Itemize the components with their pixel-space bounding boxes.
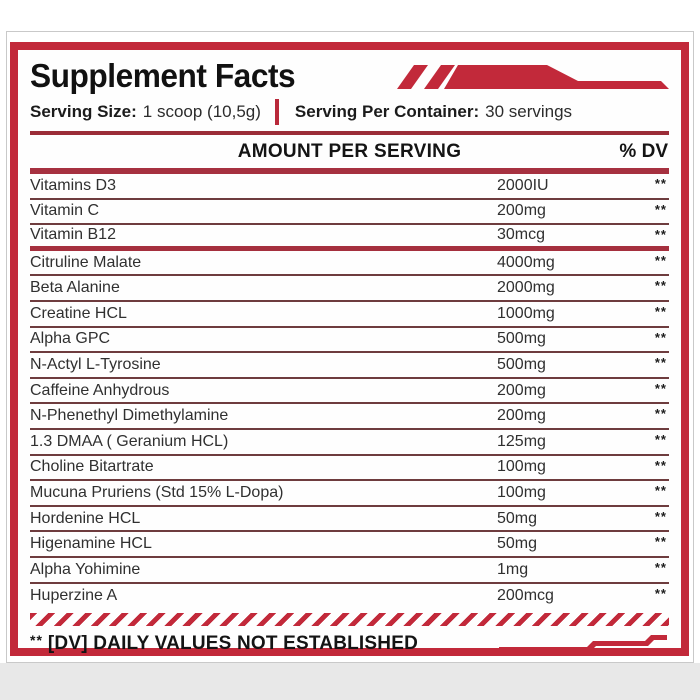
table-row: N-Actyl L-Tyrosine 500mg ** [30, 353, 669, 379]
table-row: Citruline Malate 4000mg ** [30, 251, 669, 277]
ingredient-name: Caffeine Anhydrous [30, 381, 170, 399]
ingredient-amount: 1000mg [497, 304, 555, 322]
footer-row: ** [DV] DAILY VALUES NOT ESTABLISHED [30, 628, 669, 660]
ingredient-amount: 50mg [497, 509, 538, 527]
page-title: Supplement Facts [30, 57, 296, 94]
ingredient-name: N-Phenethyl Dimethylamine [30, 407, 229, 425]
ingredient-dv-asterisks: ** [654, 201, 667, 217]
ingredient-amount: 100mg [497, 458, 546, 476]
table-row: Vitamin B12 30mcg ** [30, 225, 669, 251]
ingredient-amount: 200mg [497, 407, 546, 425]
hazard-stripes-divider [30, 613, 669, 627]
ingredient-amount: 1mg [497, 560, 529, 578]
table-row: Higenamine HCL 50mg ** [30, 532, 669, 558]
header-rule [30, 131, 669, 135]
staircase-bar-icon [499, 635, 667, 653]
ingredient-dv-asterisks: ** [654, 278, 667, 294]
table-row: 1.3 DMAA ( Geranium HCL) 125mg ** [30, 430, 669, 456]
serving-info-row: Serving Size: 1 scoop (10,5g) Serving Pe… [30, 98, 669, 126]
ingredient-name: Alpha GPC [30, 330, 111, 348]
amount-per-serving-header: AMOUNT PER SERVING [237, 141, 462, 162]
ingredient-dv-asterisks: ** [654, 559, 667, 575]
ingredient-dv-asterisks: ** [654, 406, 667, 422]
ingredient-name: Mucuna Pruriens (Std 15% L-Dopa) [30, 483, 284, 501]
table-header-rule [30, 168, 669, 174]
table-row: Huperzine A 200mcg ** [30, 584, 669, 610]
serving-size-value: 1 scoop (10,5g) [142, 102, 261, 121]
ingredient-name: Vitamin C [30, 202, 100, 220]
ingredient-name: 1.3 DMAA ( Geranium HCL) [30, 432, 229, 450]
background-gray-strip [0, 663, 700, 700]
table-row: N-Phenethyl Dimethylamine 200mg ** [30, 404, 669, 430]
ingredient-amount: 50mg [497, 535, 538, 553]
table-row: Mucuna Pruriens (Std 15% L-Dopa) 100mg *… [30, 481, 669, 507]
ingredient-name: Creatine HCL [30, 304, 127, 322]
ingredient-dv-asterisks: ** [654, 227, 667, 243]
ingredient-dv-asterisks: ** [654, 380, 667, 396]
ingredient-dv-asterisks: ** [654, 176, 667, 191]
ingredient-amount: 500mg [497, 330, 546, 348]
ingredient-dv-asterisks: ** [654, 431, 667, 447]
servings-per-container-label: Serving Per Container: [294, 102, 480, 121]
ingredient-dv-asterisks: ** [654, 355, 667, 371]
ingredient-name: Hordenine HCL [30, 509, 141, 527]
ingredient-name: Citruline Malate [30, 253, 142, 271]
ingredient-name: Beta Alanine [30, 279, 120, 297]
ingredient-name: Alpha Yohimine [30, 560, 141, 578]
table-row: Caffeine Anhydrous 200mg ** [30, 379, 669, 405]
ingredient-name: Higenamine HCL [30, 535, 152, 553]
ingredient-dv-asterisks: ** [654, 252, 667, 268]
ingredient-amount: 4000mg [497, 253, 555, 271]
table-row: Beta Alanine 2000mg ** [30, 276, 669, 302]
ingredient-dv-asterisks: ** [654, 508, 667, 524]
table-row: Hordenine HCL 50mg ** [30, 507, 669, 533]
ingredient-amount: 30mcg [497, 226, 546, 244]
ingredient-dv-asterisks: ** [654, 457, 667, 473]
speed-stripes-icon [397, 65, 669, 89]
ingredient-amount: 500mg [497, 355, 546, 373]
table-row: Alpha GPC 500mg ** [30, 328, 669, 354]
ingredient-dv-asterisks: ** [654, 483, 667, 499]
label-title-row: Supplement Facts [30, 54, 669, 98]
footnote-text: [DV] DAILY VALUES NOT ESTABLISHED [47, 633, 419, 655]
serving-divider-bar [274, 99, 279, 125]
ingredient-amount: 2000mg [497, 279, 555, 297]
ingredient-amount: 200mg [497, 202, 546, 220]
footnote-asterisks: ** [30, 632, 43, 649]
ingredient-amount: 125mg [497, 432, 546, 450]
servings-per-container-value: 30 servings [485, 102, 573, 121]
serving-size-label: Serving Size: [30, 102, 137, 121]
ingredient-amount: 100mg [497, 483, 546, 501]
ingredient-name: Vitamins D3 [30, 176, 116, 194]
table-row: Vitamin C 200mg ** [30, 200, 669, 226]
ingredient-dv-asterisks: ** [654, 329, 667, 345]
ingredient-dv-asterisks: ** [654, 534, 667, 550]
ingredient-name: Vitamin B12 [30, 226, 116, 244]
ingredient-dv-asterisks: ** [654, 585, 667, 601]
table-row: Choline Bitartrate 100mg ** [30, 456, 669, 482]
percent-dv-header: % DV [619, 141, 668, 162]
daily-values-note: ** [DV] DAILY VALUES NOT ESTABLISHED [30, 632, 419, 655]
table-row: Creatine HCL 1000mg ** [30, 302, 669, 328]
ingredient-name: Huperzine A [30, 587, 118, 605]
ingredient-amount: 200mcg [497, 587, 554, 605]
table-row: Vitamins D3 2000IU ** [30, 174, 669, 200]
ingredient-amount: 200mg [497, 381, 546, 399]
ingredient-name: Choline Bitartrate [30, 458, 154, 476]
ingredient-table: Vitamins D3 2000IU ** Vitamin C 200mg **… [30, 174, 669, 609]
ingredient-name: N-Actyl L-Tyrosine [30, 355, 161, 373]
label-red-frame: Supplement Facts Serving Size: 1 scoop (… [10, 42, 689, 656]
table-header-row: AMOUNT PER SERVING % DV [30, 135, 669, 168]
ingredient-amount: 2000IU [497, 176, 549, 194]
ingredient-dv-asterisks: ** [654, 303, 667, 319]
table-row: Alpha Yohimine 1mg ** [30, 558, 669, 584]
